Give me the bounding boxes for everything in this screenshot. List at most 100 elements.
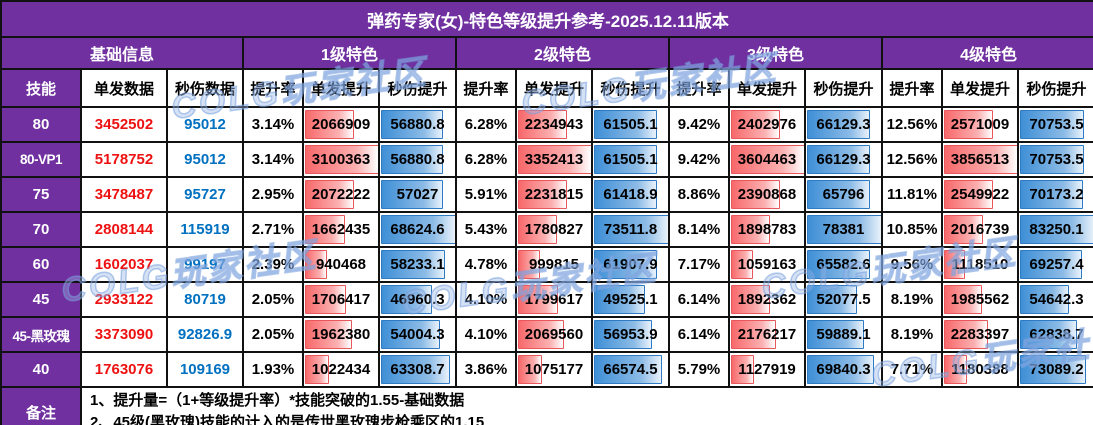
group-level-1: 1级特色	[242, 36, 457, 70]
cell-value: 2571009	[950, 116, 1010, 133]
cell-value: 2234943	[524, 116, 584, 133]
rate-value-level-4: 7.71%	[881, 351, 943, 388]
cell-value: 54004.3	[390, 326, 445, 343]
cell-value: 66574.5	[603, 361, 658, 378]
dps-up-level-3: 66129.3	[804, 141, 883, 178]
cell-value: 46960.3	[390, 291, 445, 308]
base-single-value: 1763076	[80, 351, 168, 388]
dps-up-level-1: 68624.6	[378, 211, 457, 248]
dps-up-level-2: 56953.9	[591, 316, 670, 353]
notes-label: 备注	[0, 386, 82, 425]
dps-up-level-4: 70753.5	[1016, 141, 1093, 178]
blue-data-bar	[594, 215, 667, 244]
single-up-level-3: 2402976	[728, 106, 806, 143]
dps-up-level-2: 61907.9	[591, 246, 670, 283]
table-row: 80 3452502 95012 3.14% 2066909 56880.8 6.28% 22…	[0, 106, 1093, 143]
red-data-bar	[305, 110, 355, 139]
red-data-bar	[518, 215, 558, 244]
cell-value: 70753.5	[1029, 116, 1084, 133]
col-dps-up-3: 秒伤提升	[804, 68, 883, 108]
cell-value: 66129.3	[816, 151, 871, 168]
cell-value: 1985562	[950, 291, 1010, 308]
col-single-up-2: 单发提升	[515, 68, 593, 108]
blue-data-bar	[807, 285, 857, 314]
rate-value-level-1: 2.05%	[242, 281, 304, 318]
dps-up-level-4: 54642.3	[1016, 281, 1093, 318]
red-data-bar	[731, 145, 803, 174]
dps-up-level-4: 69257.4	[1016, 246, 1093, 283]
dps-up-level-2: 73511.8	[591, 211, 670, 248]
note-line-2: 2、45级(黑玫瑰)技能的计入的是传世黑玫瑰步枪乘区的1.15	[90, 414, 485, 425]
cell-value: 3100363	[311, 151, 371, 168]
cell-value: 78381	[822, 221, 865, 238]
skill-label: 80-VP1	[0, 141, 82, 178]
cell-value: 2549922	[950, 186, 1010, 203]
group-base-info: 基础信息	[0, 36, 244, 70]
blue-data-bar	[1020, 145, 1084, 174]
cell-value: 999815	[528, 256, 580, 273]
single-up-level-3: 1892362	[728, 281, 806, 318]
dps-up-level-3: 78381	[804, 211, 883, 248]
cell-value: 3856513	[950, 151, 1010, 168]
single-up-level-1: 1022434	[302, 351, 380, 388]
red-data-bar	[944, 215, 983, 244]
dps-up-level-2: 66574.5	[591, 351, 670, 388]
cell-value: 56880.8	[390, 116, 445, 133]
blue-data-bar	[1020, 180, 1084, 209]
rate-value-level-2: 6.28%	[455, 141, 517, 178]
blue-data-bar	[1020, 320, 1077, 349]
blue-data-bar	[381, 355, 451, 384]
column-header-row: 技能 单发数据 秒伤数据 提升率 单发提升 秒伤提升 提升率 单发提升 秒伤提升…	[0, 68, 1093, 108]
blue-data-bar	[1020, 215, 1093, 244]
rate-value-level-2: 5.91%	[455, 176, 517, 213]
cell-value: 2402976	[737, 116, 797, 133]
cell-value: 940468	[315, 256, 367, 273]
cell-value: 69257.4	[1029, 256, 1084, 273]
cell-value: 61418.9	[603, 186, 658, 203]
rate-value-level-2: 4.78%	[455, 246, 517, 283]
single-up-level-2: 2069560	[515, 316, 593, 353]
red-data-bar	[518, 250, 541, 279]
dps-up-level-2: 61418.9	[591, 176, 670, 213]
cell-value: 1662435	[311, 221, 371, 238]
rate-value-level-1: 3.14%	[242, 141, 304, 178]
group-level-4: 4级特色	[880, 36, 1093, 70]
blue-data-bar	[807, 355, 874, 384]
blue-data-bar	[594, 355, 662, 384]
base-dps-value: 95012	[166, 106, 244, 143]
dps-up-level-4: 83250.1	[1016, 211, 1093, 248]
red-data-bar	[518, 110, 568, 139]
blue-data-bar	[807, 110, 871, 139]
cell-value: 73511.8	[603, 221, 658, 238]
cell-value: 3604463	[737, 151, 797, 168]
cell-value: 52077.5	[816, 291, 871, 308]
col-skill: 技能	[0, 68, 82, 108]
cell-value: 1022434	[311, 361, 371, 378]
cell-value: 3352413	[524, 151, 584, 168]
cell-value: 56953.9	[603, 326, 658, 343]
dps-up-level-4: 73089.2	[1016, 351, 1093, 388]
red-data-bar	[518, 180, 568, 209]
col-rate-1: 提升率	[242, 68, 304, 108]
rate-value-level-1: 3.14%	[242, 106, 304, 143]
single-up-level-1: 1962380	[302, 316, 380, 353]
cell-value: 2072222	[311, 186, 371, 203]
cell-value: 61505.1	[603, 151, 658, 168]
cell-value: 2390868	[737, 186, 797, 203]
dps-up-level-1: 57027	[378, 176, 457, 213]
blue-data-bar	[381, 145, 444, 174]
cell-value: 2176217	[737, 326, 797, 343]
blue-data-bar	[594, 285, 645, 314]
rate-value-level-2: 3.86%	[455, 351, 517, 388]
dps-up-level-2: 61505.1	[591, 141, 670, 178]
single-up-level-4: 1180388	[941, 351, 1019, 388]
col-rate-3: 提升率	[668, 68, 730, 108]
dps-up-level-3: 69840.3	[804, 351, 883, 388]
cell-value: 2066909	[311, 116, 371, 133]
blue-data-bar	[807, 145, 871, 174]
blue-data-bar	[1020, 355, 1086, 384]
single-up-level-4: 1985562	[941, 281, 1019, 318]
rate-value-level-3: 8.86%	[668, 176, 730, 213]
rate-value-level-2: 5.43%	[455, 211, 517, 248]
